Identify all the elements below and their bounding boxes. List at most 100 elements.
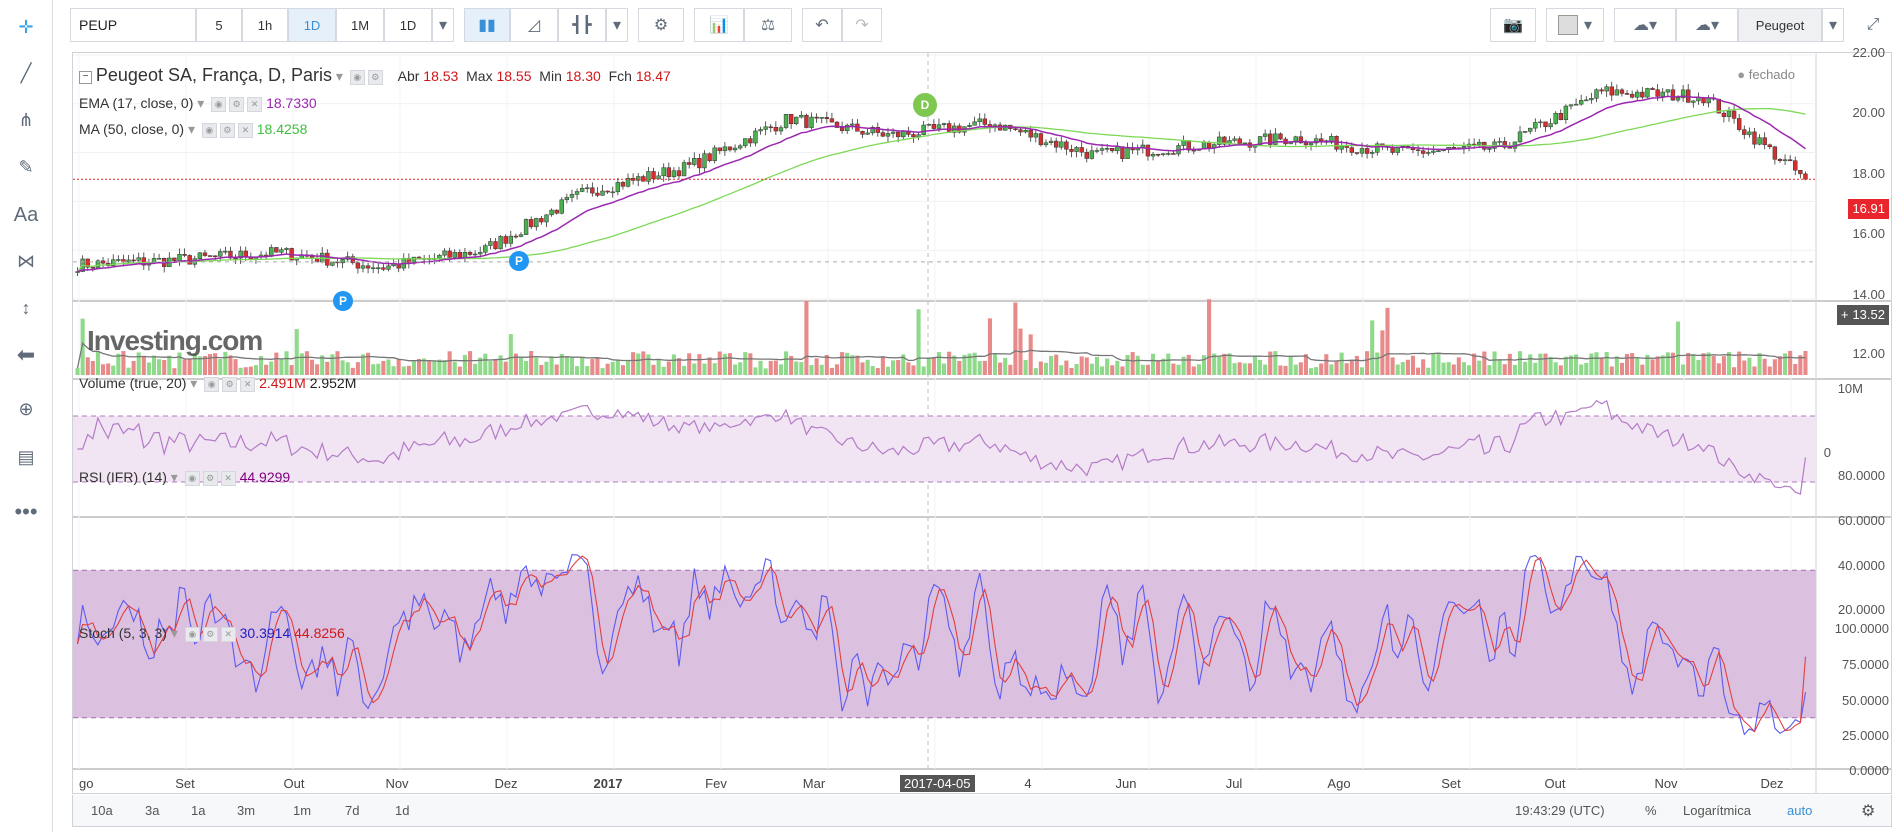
range-1m[interactable]: 1m bbox=[293, 803, 312, 818]
zoom-icon[interactable]: ⊕ bbox=[18, 398, 34, 419]
more-icon[interactable]: ••• bbox=[14, 499, 38, 524]
percent-toggle[interactable]: % bbox=[1645, 803, 1657, 818]
eye-icon[interactable]: ◉ bbox=[184, 470, 200, 486]
range-7d[interactable]: 7d bbox=[345, 803, 360, 818]
back-arrow-icon[interactable]: ⬅ bbox=[16, 342, 36, 367]
redo-button[interactable]: ↷ bbox=[842, 8, 882, 42]
interval-dropdown[interactable]: ▾ bbox=[432, 8, 454, 42]
close-icon[interactable]: ✕ bbox=[220, 470, 236, 486]
event-marker-p1[interactable]: P bbox=[333, 291, 353, 311]
volume-bar bbox=[1466, 365, 1472, 375]
close-icon[interactable]: ✕ bbox=[237, 122, 253, 138]
auto-toggle[interactable]: auto bbox=[1787, 803, 1813, 818]
interval-1d-button[interactable]: 1D bbox=[288, 8, 336, 42]
interval-custom-button[interactable]: 1D bbox=[384, 8, 432, 42]
snapshot-button[interactable]: 📷 bbox=[1490, 8, 1536, 42]
text-tool-icon[interactable]: Aa bbox=[13, 203, 39, 226]
candles-button[interactable]: ▮▮ bbox=[464, 8, 510, 42]
brush-icon[interactable]: ✎ bbox=[18, 156, 34, 177]
interval-5-button[interactable]: 5 bbox=[196, 8, 242, 42]
gear-icon[interactable]: ⚙ bbox=[219, 122, 235, 138]
close-icon[interactable]: ✕ bbox=[220, 626, 236, 642]
range-3a[interactable]: 3a bbox=[145, 803, 160, 818]
color-select[interactable]: ▾ bbox=[1546, 8, 1604, 42]
volume-bar bbox=[1579, 364, 1584, 375]
candle-body bbox=[90, 266, 96, 269]
cloud-load-button[interactable]: ☁▾ bbox=[1614, 8, 1676, 42]
eye-icon[interactable]: ◉ bbox=[204, 376, 220, 392]
chevron-down-icon[interactable]: ▾ bbox=[170, 469, 178, 485]
gear-icon[interactable]: ⚙ bbox=[202, 470, 218, 486]
gear-icon[interactable]: ⚙ bbox=[202, 626, 218, 642]
chevron-down-icon[interactable]: ▾ bbox=[170, 625, 178, 641]
chevron-down-icon[interactable]: ▾ bbox=[335, 68, 343, 84]
candle-body bbox=[1079, 147, 1084, 153]
range-3m[interactable]: 3m bbox=[237, 803, 256, 818]
candle-body bbox=[901, 130, 906, 138]
gear-icon[interactable]: ⚙ bbox=[367, 69, 383, 85]
candle-body bbox=[1655, 89, 1660, 97]
volume-bar bbox=[1706, 352, 1711, 375]
cloud-save-button[interactable]: ☁▾ bbox=[1676, 8, 1738, 42]
pitchfork-icon[interactable]: ⋔ bbox=[18, 109, 34, 130]
candle-body bbox=[503, 236, 508, 244]
volume-bar bbox=[1201, 355, 1207, 375]
symbol-input[interactable] bbox=[70, 8, 196, 42]
undo-button[interactable]: ↶ bbox=[802, 8, 842, 42]
indicators-button[interactable]: 📊 bbox=[694, 8, 744, 42]
volume-bar bbox=[1349, 359, 1354, 375]
chevron-down-icon[interactable]: ▾ bbox=[187, 121, 195, 137]
eye-icon[interactable]: ◉ bbox=[201, 122, 217, 138]
collapse-icon[interactable]: − bbox=[79, 70, 92, 84]
candle-body bbox=[845, 124, 850, 131]
range-10a[interactable]: 10a bbox=[91, 803, 113, 818]
log-toggle[interactable]: Logarítmica bbox=[1683, 803, 1751, 818]
volume-bar bbox=[885, 366, 891, 375]
gear-icon[interactable]: ⚙ bbox=[1861, 803, 1876, 820]
volume-bar bbox=[911, 365, 916, 375]
top-toolbar: 5 1h 1D 1M 1D ▾ ▮▮ ◿ ┫┣ ▾ ⚙ 📊 ⚖ ↶ ↷ 📷 ▾ … bbox=[70, 8, 1892, 44]
eye-icon[interactable]: ◉ bbox=[211, 96, 227, 112]
chart-frame[interactable]: − Peugeot SA, França, D, Paris ▾ ◉ ⚙ Abr … bbox=[72, 45, 1892, 794]
gear-icon[interactable]: ⚙ bbox=[229, 96, 245, 112]
bars-button[interactable]: ┫┣ bbox=[558, 8, 606, 42]
candle-body bbox=[865, 132, 870, 135]
fullscreen-button[interactable]: ⤢ bbox=[1854, 8, 1892, 42]
chart-canvas[interactable] bbox=[73, 53, 1891, 793]
volume-bar bbox=[1533, 362, 1538, 375]
close-icon[interactable]: ✕ bbox=[240, 376, 256, 392]
candle-body bbox=[1640, 91, 1645, 98]
settings-button[interactable]: ⚙ bbox=[638, 8, 684, 42]
chevron-down-icon[interactable]: ▾ bbox=[190, 375, 198, 391]
event-marker-d[interactable]: D bbox=[913, 93, 937, 117]
plus-icon[interactable]: + bbox=[1840, 307, 1849, 322]
ema-value: 18.7330 bbox=[266, 95, 317, 111]
range-1d[interactable]: 1d bbox=[395, 803, 410, 818]
event-marker-p2[interactable]: P bbox=[509, 251, 529, 271]
eye-icon[interactable]: ◉ bbox=[349, 69, 365, 85]
pattern-icon[interactable]: ⋈ bbox=[17, 250, 35, 271]
candle-body bbox=[860, 131, 865, 135]
compare-button[interactable]: ⚖ bbox=[744, 8, 792, 42]
indicators-icon: 📊 bbox=[709, 17, 729, 34]
volume-bar bbox=[850, 355, 855, 375]
candle-body bbox=[1609, 86, 1614, 96]
volume-bar bbox=[111, 365, 116, 375]
candle-body bbox=[1736, 118, 1742, 130]
interval-1m-button[interactable]: 1M bbox=[336, 8, 384, 42]
area-button[interactable]: ◿ bbox=[510, 8, 558, 42]
interval-1h-button[interactable]: 1h bbox=[242, 8, 288, 42]
measure-icon[interactable]: ↕ bbox=[21, 297, 31, 318]
range-1a[interactable]: 1a bbox=[191, 803, 206, 818]
chevron-down-icon[interactable]: ▾ bbox=[197, 95, 205, 111]
account-button[interactable]: Peugeot bbox=[1738, 8, 1822, 42]
gear-icon[interactable]: ⚙ bbox=[222, 376, 238, 392]
chart-type-dropdown[interactable]: ▾ bbox=[606, 8, 628, 42]
ruler-icon[interactable]: ▤ bbox=[17, 446, 35, 467]
account-dropdown[interactable]: ▾ bbox=[1822, 8, 1844, 42]
eye-icon[interactable]: ◉ bbox=[184, 626, 200, 642]
volume-bar bbox=[641, 351, 646, 375]
close-icon[interactable]: ✕ bbox=[247, 96, 263, 112]
crosshair-icon[interactable]: ✛ bbox=[18, 16, 34, 37]
trend-line-icon[interactable]: ╱ bbox=[20, 62, 32, 83]
